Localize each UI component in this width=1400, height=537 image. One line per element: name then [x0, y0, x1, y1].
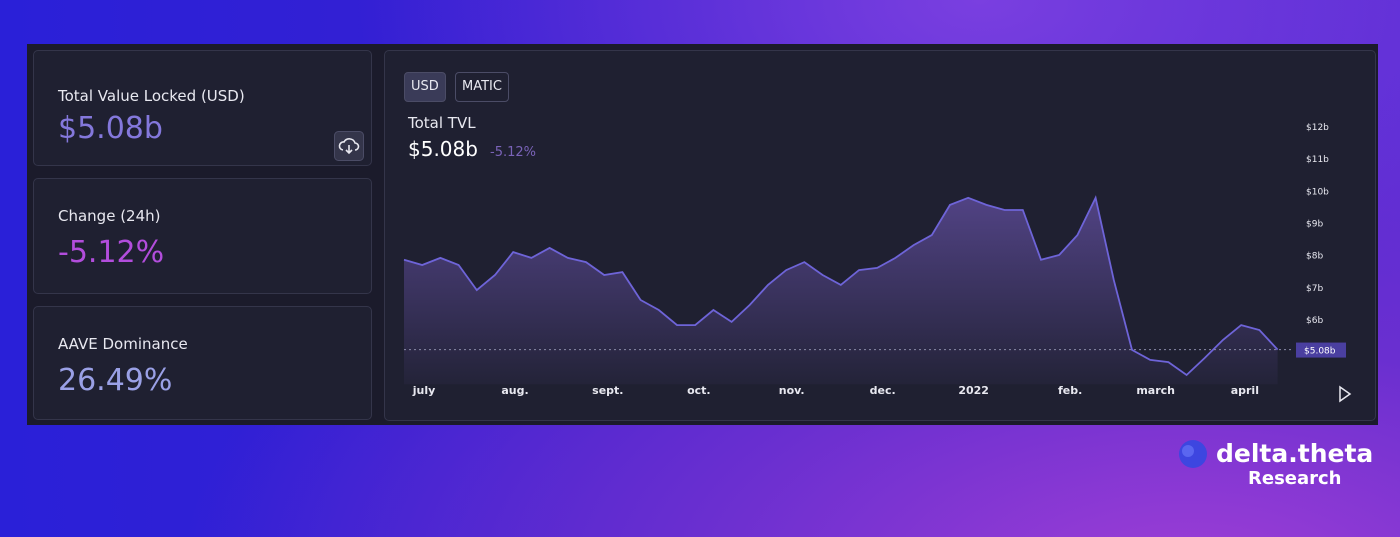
- x-tick-label: 2022: [958, 384, 989, 397]
- card-value: -5.12%: [58, 235, 165, 270]
- y-tick-label: $9b: [1306, 220, 1323, 230]
- y-tick-label: $10b: [1306, 187, 1329, 197]
- play-button[interactable]: [1339, 385, 1352, 403]
- y-tick-label: $8b: [1306, 252, 1323, 262]
- tvl-card: Total Value Locked (USD) $5.08b: [33, 50, 372, 166]
- card-label: Total Value Locked (USD): [58, 87, 245, 105]
- x-tick-label: july: [412, 384, 436, 397]
- tab[interactable]: USD: [404, 72, 446, 102]
- tvl-line: [403, 195, 1279, 377]
- card-value: $5.08b: [58, 111, 163, 146]
- y-tick-label: $7b: [1306, 284, 1323, 294]
- brand-name: delta.theta: [1216, 439, 1374, 468]
- x-tick-label: april: [1231, 384, 1259, 397]
- current-value-badge: [1296, 342, 1346, 358]
- y-tick-label: $12b: [1306, 123, 1329, 133]
- dominance-card: AAVE Dominance 26.49%: [33, 306, 372, 420]
- x-tick-label: dec.: [870, 384, 896, 397]
- brand-logo: [1179, 440, 1207, 468]
- chart-change: -5.12%: [490, 145, 536, 160]
- change-card: Change (24h) -5.12%: [33, 178, 372, 294]
- card-label: AAVE Dominance: [58, 335, 188, 353]
- download-button[interactable]: [334, 131, 364, 161]
- tab[interactable]: MATIC: [455, 72, 509, 102]
- current-value-label: $5.08b: [1304, 347, 1336, 357]
- card-label: Change (24h): [58, 207, 161, 225]
- x-tick-label: feb.: [1058, 384, 1082, 397]
- x-tick-label: nov.: [779, 384, 805, 397]
- brand-tagline: Research: [1248, 468, 1342, 489]
- card-value: 26.49%: [58, 363, 173, 398]
- x-tick-label: aug.: [501, 384, 528, 397]
- x-tick-label: oct.: [687, 384, 711, 397]
- x-tick-label: march: [1136, 384, 1175, 397]
- chart-subtitle: $5.08b: [408, 137, 478, 161]
- chart-title: Total TVL: [407, 114, 476, 132]
- area-fill: [404, 197, 1278, 385]
- y-tick-label: $6b: [1306, 316, 1323, 326]
- x-tick-label: sept.: [592, 384, 623, 397]
- y-tick-label: $11b: [1306, 155, 1329, 165]
